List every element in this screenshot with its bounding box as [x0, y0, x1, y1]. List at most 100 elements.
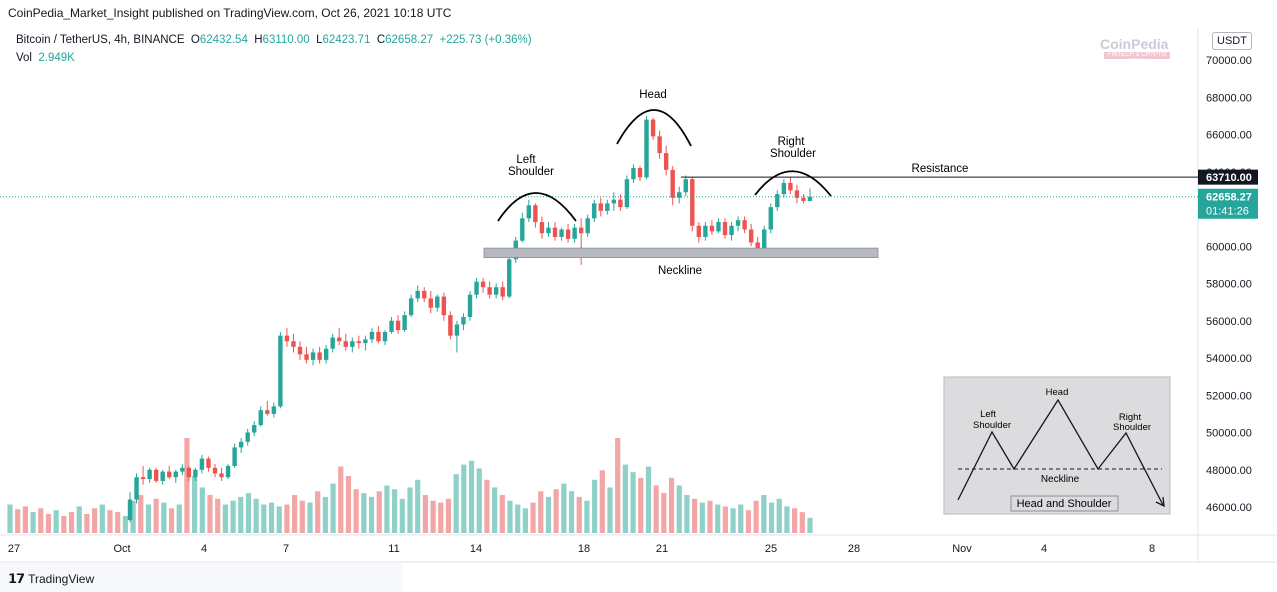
candle[interactable]	[605, 199, 610, 215]
candle[interactable]	[232, 443, 237, 468]
candle[interactable]	[670, 166, 675, 206]
candle[interactable]	[441, 292, 447, 321]
candle[interactable]	[690, 177, 695, 232]
candle[interactable]	[467, 290, 473, 321]
candle[interactable]	[160, 469, 165, 485]
candle[interactable]	[709, 220, 715, 236]
candle[interactable]	[422, 287, 427, 303]
candle[interactable]	[265, 400, 270, 416]
candle[interactable]	[245, 428, 250, 446]
candle[interactable]	[663, 145, 669, 176]
candle[interactable]	[376, 326, 381, 344]
candle[interactable]	[310, 348, 316, 366]
candle[interactable]	[487, 281, 492, 299]
candle[interactable]	[428, 290, 433, 314]
candle[interactable]	[153, 467, 159, 483]
candle[interactable]	[546, 222, 551, 237]
candle[interactable]	[742, 216, 747, 234]
candle[interactable]	[140, 466, 146, 485]
candle[interactable]	[258, 406, 263, 427]
candle[interactable]	[520, 212, 525, 243]
candle[interactable]	[225, 464, 231, 480]
candle[interactable]	[199, 454, 205, 474]
candle[interactable]	[206, 456, 211, 472]
candle[interactable]	[507, 253, 512, 299]
candle[interactable]	[369, 328, 375, 344]
candle[interactable]	[788, 177, 793, 195]
symbol-name[interactable]: Bitcoin / TetherUS, 4h, BINANCE	[16, 34, 185, 46]
candle[interactable]	[493, 283, 499, 299]
candle[interactable]	[474, 277, 479, 299]
candle[interactable]	[193, 467, 198, 481]
candle[interactable]	[781, 179, 787, 198]
candle[interactable]	[644, 115, 649, 180]
candle[interactable]	[598, 197, 603, 217]
candle[interactable]	[500, 281, 505, 301]
candle[interactable]	[526, 199, 532, 223]
candle[interactable]	[748, 223, 754, 247]
candle[interactable]	[304, 346, 309, 364]
candle[interactable]	[389, 317, 394, 334]
candle[interactable]	[572, 223, 577, 243]
candle[interactable]	[539, 216, 545, 239]
candle[interactable]	[147, 467, 152, 483]
candle[interactable]	[559, 227, 564, 241]
candle[interactable]	[297, 341, 303, 360]
candle[interactable]	[291, 333, 296, 353]
candle[interactable]	[775, 190, 780, 211]
candle[interactable]	[461, 313, 466, 331]
candle[interactable]	[729, 222, 734, 241]
candle[interactable]	[716, 218, 721, 234]
candle[interactable]	[618, 194, 623, 211]
candle[interactable]	[212, 464, 218, 478]
candle[interactable]	[382, 330, 388, 345]
candle[interactable]	[683, 175, 688, 196]
candle[interactable]	[284, 328, 290, 347]
candle[interactable]	[271, 402, 277, 418]
candle[interactable]	[703, 222, 708, 241]
candle[interactable]	[402, 311, 407, 332]
candle[interactable]	[696, 222, 702, 243]
candle[interactable]	[408, 294, 414, 318]
candle[interactable]	[480, 277, 486, 293]
candle[interactable]	[801, 194, 806, 204]
candle[interactable]	[631, 164, 636, 183]
candle[interactable]	[134, 473, 139, 504]
candle[interactable]	[343, 333, 348, 351]
candle[interactable]	[337, 328, 342, 345]
candle[interactable]	[768, 203, 773, 234]
candle[interactable]	[448, 311, 453, 340]
candle[interactable]	[278, 331, 283, 409]
candle[interactable]	[363, 335, 368, 351]
candle[interactable]	[624, 175, 630, 209]
volume-label[interactable]: Vol	[16, 52, 32, 64]
candle[interactable]	[637, 166, 643, 182]
candle[interactable]	[180, 464, 185, 476]
candle[interactable]	[762, 225, 767, 252]
candle[interactable]	[552, 222, 558, 241]
candle[interactable]	[238, 438, 244, 453]
candle[interactable]	[415, 285, 420, 303]
candle[interactable]	[585, 214, 590, 237]
candle[interactable]	[794, 184, 800, 204]
tradingview-logo[interactable]: 𝟭𝟳 TradingView	[8, 571, 94, 587]
candle[interactable]	[395, 315, 401, 334]
candle[interactable]	[565, 223, 571, 243]
candle[interactable]	[657, 130, 662, 159]
currency-button[interactable]: USDT	[1212, 32, 1252, 50]
candle[interactable]	[330, 333, 335, 353]
candle[interactable]	[650, 117, 656, 141]
candle[interactable]	[611, 192, 617, 211]
candle[interactable]	[722, 218, 728, 239]
candle[interactable]	[252, 421, 257, 437]
candle[interactable]	[167, 466, 172, 480]
candle[interactable]	[435, 294, 440, 312]
candle[interactable]	[127, 492, 133, 522]
candle[interactable]	[735, 216, 741, 232]
candle[interactable]	[677, 186, 682, 204]
candle[interactable]	[454, 320, 460, 353]
candle[interactable]	[356, 335, 362, 349]
candle[interactable]	[186, 466, 192, 481]
candle[interactable]	[323, 344, 329, 364]
